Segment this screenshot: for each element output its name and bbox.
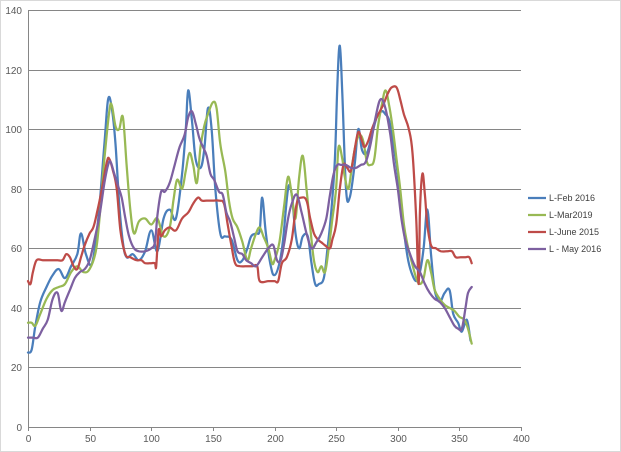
x-axis-ticks: 0 50 100 150 200 250 300 350 400 xyxy=(26,434,531,445)
legend-label: L-Mar2019 xyxy=(549,210,593,220)
legend: L-Feb 2016 L-Mar2019 L-June 2015 L - May 20… xyxy=(528,193,601,254)
axes xyxy=(28,10,522,431)
y-tick-label: 20 xyxy=(11,363,23,374)
legend-label: L - May 2016 xyxy=(549,244,601,254)
series-line-0 xyxy=(26,44,472,354)
series-line-3 xyxy=(26,97,473,340)
x-tick-label: 400 xyxy=(513,434,530,445)
x-tick-label: 0 xyxy=(26,434,32,445)
y-tick-label: 120 xyxy=(5,66,22,77)
y-tick-label: 40 xyxy=(11,304,23,315)
gridlines xyxy=(28,10,521,368)
x-tick-label: 100 xyxy=(143,434,160,445)
y-tick-label: 80 xyxy=(11,185,23,196)
legend-label: L-June 2015 xyxy=(549,227,599,237)
x-tick-label: 50 xyxy=(85,434,97,445)
y-tick-label: 100 xyxy=(5,125,22,136)
series-line-1 xyxy=(26,89,473,345)
y-axis-ticks: 0 20 40 60 80 100 120 140 xyxy=(5,6,22,434)
y-tick-label: 60 xyxy=(11,244,23,255)
x-tick-label: 250 xyxy=(328,434,345,445)
x-tick-label: 200 xyxy=(267,434,284,445)
x-tick-label: 150 xyxy=(205,434,222,445)
legend-label: L-Feb 2016 xyxy=(549,193,595,203)
x-tick-label: 300 xyxy=(390,434,407,445)
y-tick-label: 140 xyxy=(5,6,22,17)
series-line-2 xyxy=(26,85,473,286)
plot-series xyxy=(26,44,473,354)
y-tick-label: 0 xyxy=(16,423,22,434)
x-tick-label: 350 xyxy=(451,434,468,445)
